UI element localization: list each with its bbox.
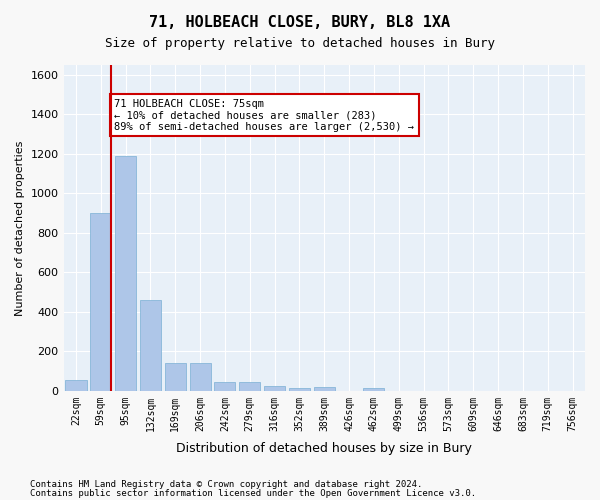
Bar xyxy=(165,363,186,391)
Text: Size of property relative to detached houses in Bury: Size of property relative to detached ho… xyxy=(105,38,495,51)
Bar xyxy=(65,380,86,391)
Bar xyxy=(190,363,211,391)
Y-axis label: Number of detached properties: Number of detached properties xyxy=(15,140,25,316)
Bar xyxy=(314,387,335,391)
X-axis label: Distribution of detached houses by size in Bury: Distribution of detached houses by size … xyxy=(176,442,472,455)
Bar xyxy=(239,382,260,391)
Text: Contains HM Land Registry data © Crown copyright and database right 2024.: Contains HM Land Registry data © Crown c… xyxy=(30,480,422,489)
Text: Contains public sector information licensed under the Open Government Licence v3: Contains public sector information licen… xyxy=(30,488,476,498)
Bar xyxy=(90,213,112,391)
Bar xyxy=(264,386,285,391)
Bar xyxy=(140,300,161,391)
Text: 71, HOLBEACH CLOSE, BURY, BL8 1XA: 71, HOLBEACH CLOSE, BURY, BL8 1XA xyxy=(149,15,451,30)
Bar xyxy=(364,388,385,391)
Bar xyxy=(214,382,235,391)
Bar xyxy=(115,156,136,391)
Bar xyxy=(289,388,310,391)
Text: 71 HOLBEACH CLOSE: 75sqm
← 10% of detached houses are smaller (283)
89% of semi-: 71 HOLBEACH CLOSE: 75sqm ← 10% of detach… xyxy=(115,98,415,132)
